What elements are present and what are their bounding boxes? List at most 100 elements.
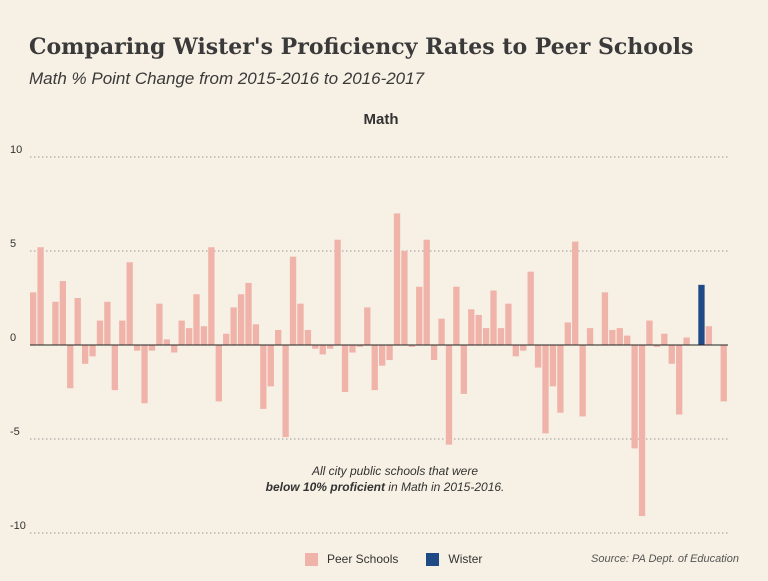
- bar-peer-school: [475, 314, 482, 345]
- bar-peer-school: [379, 345, 386, 366]
- bar-peer-school: [223, 333, 230, 345]
- bar-peer-school: [401, 251, 408, 345]
- bar-peer-school: [275, 329, 282, 345]
- bar-peer-school: [497, 328, 505, 345]
- bar-peer-school: [282, 345, 289, 438]
- bar-peer-school: [52, 301, 59, 345]
- annotation-line-1: All city public schools that were: [311, 464, 478, 478]
- panel-title: Math: [364, 111, 399, 128]
- bar-peer-school: [37, 247, 44, 345]
- bar-peer-school: [304, 329, 312, 345]
- bar-peer-school: [438, 318, 445, 345]
- bar-peer-school: [683, 337, 690, 345]
- bar-peer-school: [111, 345, 118, 391]
- bar-peer-school: [74, 298, 81, 345]
- bar-peer-school: [453, 286, 460, 345]
- bar-peer-school: [341, 345, 349, 392]
- bar-peer-school: [237, 294, 245, 345]
- legend: Peer Schools Wister: [305, 552, 510, 566]
- bar-peer-school: [356, 345, 364, 347]
- bar-peer-school: [668, 345, 675, 364]
- bar-peer-school: [609, 329, 616, 345]
- bar-peer-school: [430, 345, 438, 361]
- bar-peer-school: [638, 345, 646, 517]
- y-tick-label: 5: [10, 238, 16, 250]
- svg-text:below 10% proficient in Math i: below 10% proficient in Math in 2015-201…: [266, 480, 505, 494]
- bar-peer-school: [445, 345, 453, 445]
- y-tick-label: -5: [10, 426, 20, 438]
- svg-text:All city public schools that w: All city public schools that were: [311, 464, 478, 478]
- bar-peer-school: [81, 345, 89, 364]
- bar-peer-school: [267, 345, 274, 387]
- bar-peer-school: [482, 328, 490, 345]
- bar-peer-school: [319, 345, 326, 355]
- bar-peer-school: [141, 345, 148, 404]
- bar-peer-school: [490, 290, 497, 345]
- bar-peer-school: [676, 345, 683, 415]
- bar-peer-school: [252, 324, 260, 345]
- bar-peer-school: [631, 345, 638, 449]
- chart-subtitle: Math % Point Change from 2015-2016 to 20…: [29, 69, 425, 88]
- bar-peer-school: [534, 345, 542, 368]
- y-tick-label: 10: [10, 144, 22, 156]
- chart-title: Comparing Wister's Proficiency Rates to …: [29, 34, 694, 60]
- bar-peer-school: [215, 345, 222, 402]
- bar-peer-school: [178, 320, 185, 345]
- bar-peer-school: [579, 345, 586, 417]
- bar-peer-school: [564, 322, 571, 345]
- bar-peer-school: [193, 294, 200, 345]
- bar-peer-school: [96, 320, 104, 345]
- bar-wister: [698, 284, 705, 345]
- annotation: All city public schools that were below …: [266, 464, 505, 494]
- bar-peer-school: [133, 345, 141, 351]
- bar-peer-school: [460, 345, 467, 394]
- bar-peer-school: [371, 345, 378, 391]
- legend-swatch-wister: [426, 552, 440, 566]
- bar-peer-school: [289, 256, 297, 345]
- gridlines: [30, 156, 728, 534]
- bar-peer-school: [520, 345, 527, 351]
- legend-label-peer: Peer Schools: [327, 552, 399, 566]
- bar-peer-school: [557, 345, 564, 413]
- bar-peer-school: [327, 345, 334, 349]
- bar-peer-school: [542, 345, 549, 434]
- bar-peer-school: [661, 333, 668, 345]
- bar-peer-school: [104, 301, 111, 345]
- bar-peer-school: [312, 345, 319, 349]
- y-axis-ticks: 10 5 0 -5 -10: [10, 144, 26, 532]
- bar-peer-school: [549, 345, 557, 387]
- bar-peer-school: [200, 326, 208, 345]
- bar-peer-school: [468, 309, 475, 345]
- source-note: Source: PA Dept. of Education: [591, 553, 739, 565]
- bar-peer-school: [59, 281, 67, 345]
- bar-peer-school: [408, 345, 416, 347]
- bar-peer-school: [148, 345, 156, 351]
- legend-item-peer: Peer Schools: [305, 552, 398, 566]
- y-tick-label: 0: [10, 332, 16, 344]
- bar-peer-school: [586, 328, 594, 345]
- bar-peer-school: [705, 326, 713, 345]
- bar-peer-school: [416, 286, 423, 345]
- legend-swatch-peer: [305, 552, 318, 566]
- legend-label-wister: Wister: [448, 552, 483, 566]
- bar-peer-school: [119, 320, 126, 345]
- legend-item-wister: Wister: [426, 552, 482, 566]
- bar-peer-school: [230, 307, 237, 345]
- bar-peer-school: [393, 213, 401, 345]
- bar-peer-school: [89, 345, 96, 357]
- bar-peer-school: [423, 239, 430, 345]
- bar-peer-school: [386, 345, 393, 361]
- bar-peer-school: [720, 345, 727, 402]
- bar-peer-school: [646, 320, 653, 345]
- bar-peer-school: [624, 335, 631, 345]
- annotation-bold: below 10% proficient: [266, 480, 386, 494]
- bar-peer-school: [616, 328, 623, 345]
- bar-peer-school: [572, 241, 579, 345]
- bar-peer-school: [208, 247, 215, 345]
- bar-peer-school: [601, 292, 609, 345]
- bar-peer-school: [349, 345, 356, 353]
- bars: [30, 213, 727, 517]
- bar-peer-school: [156, 303, 163, 345]
- bar-peer-school: [527, 271, 534, 345]
